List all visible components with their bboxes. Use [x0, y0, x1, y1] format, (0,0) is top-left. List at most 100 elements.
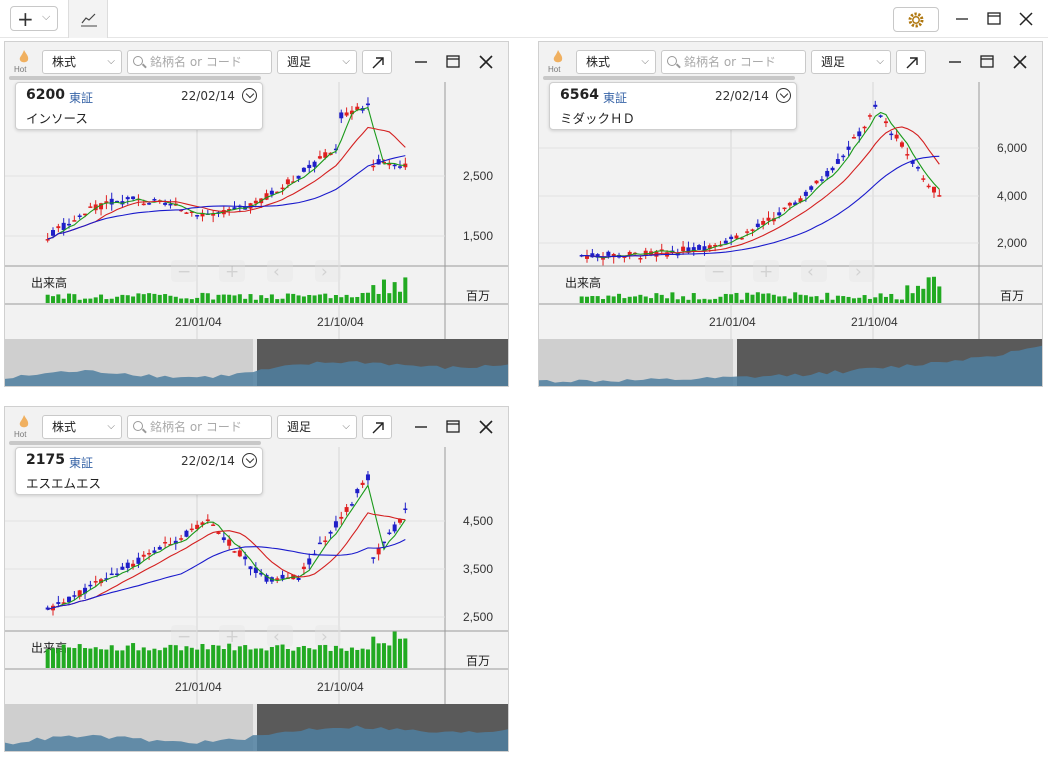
maximize-icon[interactable]: [442, 417, 464, 437]
panel-scrollbar[interactable]: [543, 76, 795, 80]
symbol-search-input[interactable]: 銘柄名 or コード: [127, 50, 272, 74]
maximize-icon[interactable]: [983, 8, 1005, 30]
hot-button[interactable]: Hot: [12, 413, 36, 441]
period-select[interactable]: 週足 ⌵: [811, 50, 891, 74]
candle-body: [125, 562, 130, 569]
minimize-icon[interactable]: [410, 417, 432, 437]
close-icon[interactable]: [475, 417, 497, 437]
candle-body: [339, 516, 344, 519]
zoom-controls[interactable]: − + ‹ ›: [705, 260, 875, 282]
volume-bar: [280, 644, 285, 668]
open-external-button[interactable]: [362, 415, 392, 439]
period-select[interactable]: 週足 ⌵: [277, 50, 357, 74]
close-icon[interactable]: [1015, 8, 1037, 30]
volume-bar: [606, 295, 611, 303]
maximize-icon[interactable]: [442, 52, 464, 72]
candle-body: [99, 203, 104, 210]
security-type-value: 株式: [52, 420, 77, 434]
candle-body: [905, 154, 910, 156]
volume-bar: [157, 294, 162, 303]
maximize-icon[interactable]: [976, 52, 998, 72]
range-navigator[interactable]: [539, 339, 1042, 387]
candle-body: [707, 245, 712, 249]
candle-body: [606, 251, 611, 256]
candle-body: [360, 482, 365, 485]
security-type-select[interactable]: 株式 ⌵: [42, 50, 122, 74]
volume-bar: [179, 650, 184, 668]
candle-body: [579, 255, 584, 257]
tab-chart[interactable]: [68, 0, 108, 38]
close-icon[interactable]: [1009, 52, 1031, 72]
hot-button[interactable]: Hot: [12, 48, 36, 76]
volume-bar: [275, 645, 280, 668]
chevron-down-icon[interactable]: [242, 453, 257, 468]
candle-body: [403, 163, 408, 168]
candle-body: [344, 112, 349, 116]
hot-button[interactable]: Hot: [546, 48, 570, 76]
panel-scrollbar[interactable]: [9, 76, 261, 80]
volume-bar: [931, 276, 936, 303]
zoom-controls[interactable]: − + ‹ ›: [171, 625, 341, 647]
period-select[interactable]: 週足 ⌵: [277, 415, 357, 439]
volume-bar: [397, 291, 402, 303]
add-chart-button[interactable]: + ⌵: [10, 6, 58, 31]
symbol-search-input[interactable]: 銘柄名 or コード: [127, 415, 272, 439]
candle-body: [173, 540, 178, 544]
settings-button[interactable]: [893, 7, 939, 32]
minimize-icon[interactable]: [944, 52, 966, 72]
info-date: 22/02/14: [181, 89, 235, 103]
navigator-handle[interactable]: [733, 339, 737, 387]
volume-bar: [115, 650, 120, 668]
volume-bar: [141, 647, 146, 668]
candle-body: [163, 541, 168, 544]
volume-bar: [184, 298, 189, 303]
panel-scrollbar[interactable]: [9, 441, 261, 445]
volume-bar: [99, 649, 104, 668]
chart-panel: Hot 株式 ⌵ 銘柄名 or コード 週足 ⌵: [4, 41, 509, 387]
svg-text:›: ›: [321, 262, 328, 282]
volume-bar: [397, 638, 402, 668]
candle-body: [397, 166, 402, 168]
volume-bar: [323, 644, 328, 668]
volume-bar: [841, 296, 846, 303]
candle-body: [136, 557, 141, 564]
range-navigator[interactable]: [5, 339, 508, 387]
minimize-icon[interactable]: [410, 52, 432, 72]
navigator-handle[interactable]: [253, 339, 257, 387]
candle-body: [296, 175, 301, 179]
volume-bar: [381, 279, 386, 303]
candle-body: [221, 537, 226, 541]
volume-bar: [125, 295, 130, 303]
security-type-select[interactable]: 株式 ⌵: [42, 415, 122, 439]
volume-bar: [921, 288, 926, 303]
candle-body: [51, 230, 56, 236]
volume-bar: [713, 298, 718, 303]
ma-long-line: [47, 155, 406, 240]
candle-body: [723, 240, 728, 244]
volume-bar: [830, 299, 835, 303]
volume-bar: [360, 292, 365, 303]
security-type-select[interactable]: 株式 ⌵: [576, 50, 656, 74]
zoom-controls[interactable]: − + ‹ ›: [171, 260, 341, 282]
candle-body: [131, 196, 136, 200]
chevron-down-icon[interactable]: [776, 88, 791, 103]
symbol-name: エスエムエス: [26, 476, 102, 491]
chevron-down-icon[interactable]: [242, 88, 257, 103]
open-external-button[interactable]: [362, 50, 392, 74]
volume-bar: [894, 299, 899, 303]
navigator-handle[interactable]: [253, 704, 257, 752]
candle-body: [232, 207, 237, 210]
minimize-icon[interactable]: [951, 8, 973, 30]
range-navigator[interactable]: [5, 704, 508, 752]
candle-body: [659, 249, 664, 251]
candle-body: [253, 200, 258, 204]
close-icon[interactable]: [475, 52, 497, 72]
candle-body: [45, 239, 50, 241]
svg-text:›: ›: [321, 627, 328, 647]
candle-body: [56, 226, 61, 229]
symbol-search-input[interactable]: 銘柄名 or コード: [661, 50, 806, 74]
open-external-button[interactable]: [896, 50, 926, 74]
